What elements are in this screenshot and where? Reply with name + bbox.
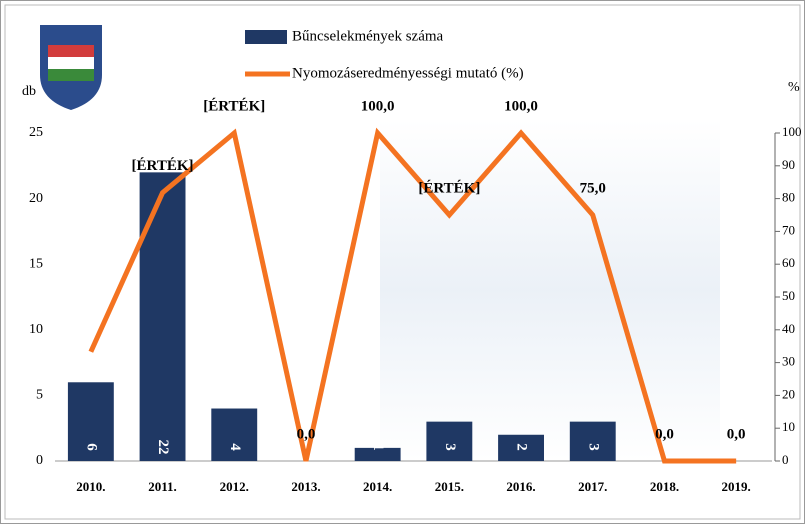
- legend-label: Nyomozáseredményességi mutató (%): [292, 65, 524, 81]
- y-tick-label: 10: [29, 322, 43, 337]
- bar: [354, 447, 401, 461]
- bar-value-label: 6: [83, 443, 99, 451]
- x-tick-label: 2012.: [220, 479, 249, 494]
- bar-value-label: 2: [514, 443, 530, 451]
- y2-axis-label: %: [788, 80, 800, 95]
- bar: [569, 421, 616, 461]
- y2-tick-label: 60: [782, 255, 795, 270]
- y-tick-label: 25: [29, 125, 43, 140]
- y-tick-label: 20: [29, 191, 43, 206]
- bar-value-label: 1: [370, 443, 386, 451]
- line-value-label: 0,0: [655, 426, 674, 442]
- y2-tick-label: 10: [782, 419, 795, 434]
- bar: [67, 382, 114, 461]
- inner-frame: [4, 4, 801, 520]
- y-tick-label: 0: [36, 453, 43, 468]
- bar-value-label: 3: [442, 443, 458, 451]
- line-value-label: 100,0: [361, 98, 395, 114]
- x-tick-label: 2018.: [650, 479, 679, 494]
- annotation: [ÉRTÉK]: [132, 157, 194, 174]
- x-tick-label: 2011.: [148, 479, 177, 494]
- y2-tick-label: 50: [782, 288, 795, 303]
- x-tick-label: 2014.: [363, 479, 392, 494]
- legend-swatch: [245, 30, 287, 44]
- line: [88, 127, 737, 464]
- background-image: [380, 120, 720, 460]
- bar: [211, 408, 258, 461]
- bar: [139, 172, 186, 462]
- y2-tick-label: 90: [782, 157, 795, 172]
- x-tick-label: 2010.: [76, 479, 105, 494]
- y-axis-label: db: [22, 84, 36, 99]
- annotation: [ÉRTÉK]: [203, 97, 265, 114]
- line-value-label: 0,0: [727, 426, 746, 442]
- y2-tick-label: 30: [782, 354, 795, 369]
- y2-tick-label: 40: [782, 321, 795, 336]
- y-tick-label: 15: [29, 256, 43, 271]
- y2-tick-label: 20: [782, 386, 795, 401]
- annotation: [ÉRTÉK]: [418, 179, 480, 196]
- bar: [498, 434, 544, 461]
- bar-value-label: 3: [585, 443, 601, 451]
- x-tick-label: 2015.: [435, 479, 464, 494]
- x-tick-label: 2019.: [722, 479, 751, 494]
- y2-tick-label: 100: [782, 124, 802, 139]
- x-tick-label: 2016.: [506, 479, 535, 494]
- x-tick-label: 2013.: [291, 479, 320, 494]
- legend: Bűncselekmények száma Nyomozáseredményess…: [245, 28, 524, 81]
- y-tick-label: 5: [36, 388, 43, 403]
- line-value-label: 0,0: [297, 426, 316, 442]
- y2-tick-label: 70: [782, 222, 795, 237]
- legend-label: Bűncselekmények száma: [292, 28, 444, 44]
- logo: [40, 25, 102, 110]
- bar: [426, 421, 473, 461]
- bar-value-label: 4: [227, 443, 243, 451]
- line-value-label: 75,0: [580, 180, 606, 196]
- x-tick-label: 2017.: [578, 479, 607, 494]
- y2-tick-label: 80: [782, 190, 795, 205]
- bar-value-label: 22: [155, 440, 171, 455]
- line-value-label: 100,0: [504, 98, 538, 114]
- y2-tick-label: 0: [782, 452, 789, 467]
